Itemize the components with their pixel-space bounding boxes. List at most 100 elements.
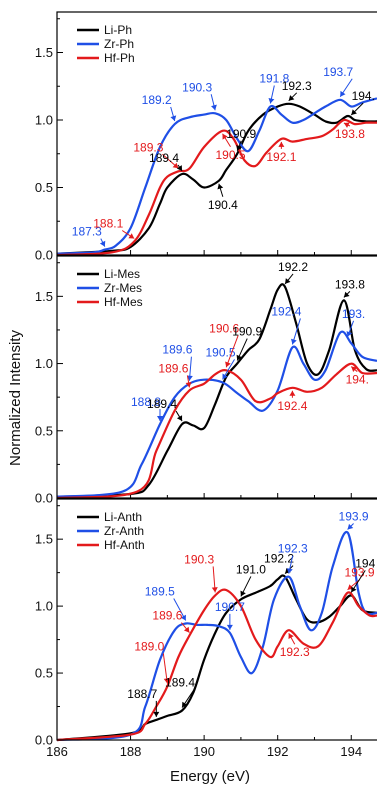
y-tick-label-top: 1.0	[35, 113, 53, 128]
annotation-arrowhead	[185, 382, 192, 388]
annotation-label: 189.2	[142, 93, 172, 107]
y-tick-label-top: 0.5	[35, 180, 53, 195]
annotation-arrowhead	[278, 141, 285, 147]
annotation-label: 192.3	[278, 542, 308, 556]
annotation-label: 189.6	[162, 343, 192, 357]
annotation-label: 191.0	[236, 562, 266, 576]
annotation-arrowhead	[340, 90, 346, 97]
y-axis-label: Normalized Intensity	[7, 330, 24, 466]
legend-label-hf-mes: Hf-Mes	[104, 295, 143, 309]
annotation-label: 190.5	[216, 148, 246, 162]
legend-label-li-mes: Li-Mes	[104, 267, 140, 281]
x-axis-label: Energy (eV)	[170, 768, 250, 785]
annotation-arrowhead	[99, 240, 106, 247]
y-tick-label-middle: 0.0	[35, 491, 53, 506]
annotation-label: 192.4	[277, 399, 307, 413]
annotation-arrowhead	[351, 109, 357, 115]
y-tick-label-bottom: 1.0	[35, 599, 53, 614]
y-tick-label-bottom: 1.5	[35, 532, 53, 547]
annotation-label: 190.4	[208, 198, 238, 212]
annotation-label: 189.6	[158, 361, 188, 375]
annotation-arrow	[162, 653, 168, 684]
annotation-label: 192.3	[282, 79, 312, 93]
annotation-arrowhead	[351, 586, 357, 593]
annotation-arrowhead	[343, 122, 350, 128]
series-line-zr-anth	[56, 530, 377, 742]
y-tick-label-top: 1.5	[35, 45, 53, 60]
annotation-label: 190.9	[232, 325, 262, 339]
annotation-arrowhead	[226, 624, 233, 630]
annotation-arrowhead	[343, 291, 350, 298]
annotation-arrowhead	[172, 162, 179, 169]
x-tick-label: 188	[120, 744, 142, 759]
annotation-arrowhead	[163, 678, 170, 684]
y-tick-label-middle: 1.0	[35, 356, 53, 371]
annotation-label: 189.3	[133, 140, 163, 154]
x-tick-label: 186	[46, 744, 68, 759]
annotation-label: 192.1	[266, 150, 296, 164]
series-line-hf-anth	[56, 588, 377, 742]
series-line-zr-mes	[56, 330, 377, 498]
annotation-label: 192.4	[271, 304, 301, 318]
annotation-label: 189.4	[149, 151, 179, 165]
annotation-arrowhead	[288, 633, 294, 640]
series-line-li-anth	[56, 574, 377, 742]
x-tick-label: 192	[267, 744, 289, 759]
annotation-label: 192.3	[280, 645, 310, 659]
legend-label-zr-ph: Zr-Ph	[104, 37, 134, 51]
annotation-label: 193.	[342, 307, 365, 321]
plot-frame-top	[56, 11, 377, 256]
annotation-arrowhead	[211, 104, 217, 111]
x-tick-label: 190	[193, 744, 215, 759]
annotation-label: 190.7	[215, 600, 245, 614]
annotation-arrowhead	[186, 375, 193, 381]
annotation-label: 189.5	[145, 585, 175, 599]
x-tick-label: 194	[340, 744, 362, 759]
series-line-li-ph	[56, 102, 377, 255]
annotation-label: 193.7	[323, 65, 353, 79]
annotation-label: 193.8	[335, 127, 365, 141]
annotation-label: 189.4	[165, 676, 195, 690]
annotation-arrowhead	[176, 165, 183, 171]
legend-label-li-anth: Li-Anth	[104, 510, 142, 524]
annotation-label: 189.0	[134, 639, 164, 653]
series-line-hf-ph	[56, 118, 377, 257]
annotation-label: 189.4	[147, 397, 177, 411]
annotation-arrowhead	[236, 354, 243, 361]
legend-label-zr-anth: Zr-Anth	[104, 524, 144, 538]
annotation-arrowhead	[291, 338, 297, 345]
annotation-label: 194.	[346, 373, 369, 387]
annotation-label: 190.3	[182, 80, 212, 94]
legend-label-zr-mes: Zr-Mes	[104, 281, 142, 295]
series-line-zr-ph	[56, 97, 377, 255]
annotation-arrowhead	[225, 361, 231, 368]
legend-label-li-ph: Li-Ph	[104, 23, 132, 37]
annotation-arrowhead	[285, 278, 291, 284]
plot-frame-bottom	[56, 498, 377, 741]
annotation-label: 194.	[352, 89, 375, 103]
annotation-arrowhead	[347, 523, 354, 530]
annotation-label: 190.6	[209, 321, 239, 335]
y-tick-label-middle: 0.5	[35, 423, 53, 438]
annotation-label: 188.7	[127, 687, 157, 701]
annotation-label: 194	[355, 556, 375, 570]
annotation-label: 193.9	[339, 509, 369, 523]
annotation-label: 190.3	[184, 552, 214, 566]
y-tick-label-middle: 1.5	[35, 289, 53, 304]
annotation-arrowhead	[222, 373, 228, 380]
annotation-label: 187.3	[72, 225, 102, 239]
legend-label-hf-ph: Hf-Ph	[104, 51, 135, 65]
annotation-arrowhead	[153, 711, 160, 717]
y-tick-label-top: 0.0	[35, 248, 53, 263]
annotation-arrowhead	[211, 587, 218, 593]
annotation-label: 188.8	[131, 395, 161, 409]
series-line-li-mes	[56, 283, 377, 498]
annotation-arrowhead	[268, 97, 275, 104]
annotation-arrowhead	[156, 416, 163, 422]
legend-label-hf-anth: Hf-Anth	[104, 538, 145, 552]
annotation-arrowhead	[217, 183, 224, 190]
annotation-arrowhead	[176, 415, 183, 422]
series-line-hf-mes	[56, 362, 377, 500]
